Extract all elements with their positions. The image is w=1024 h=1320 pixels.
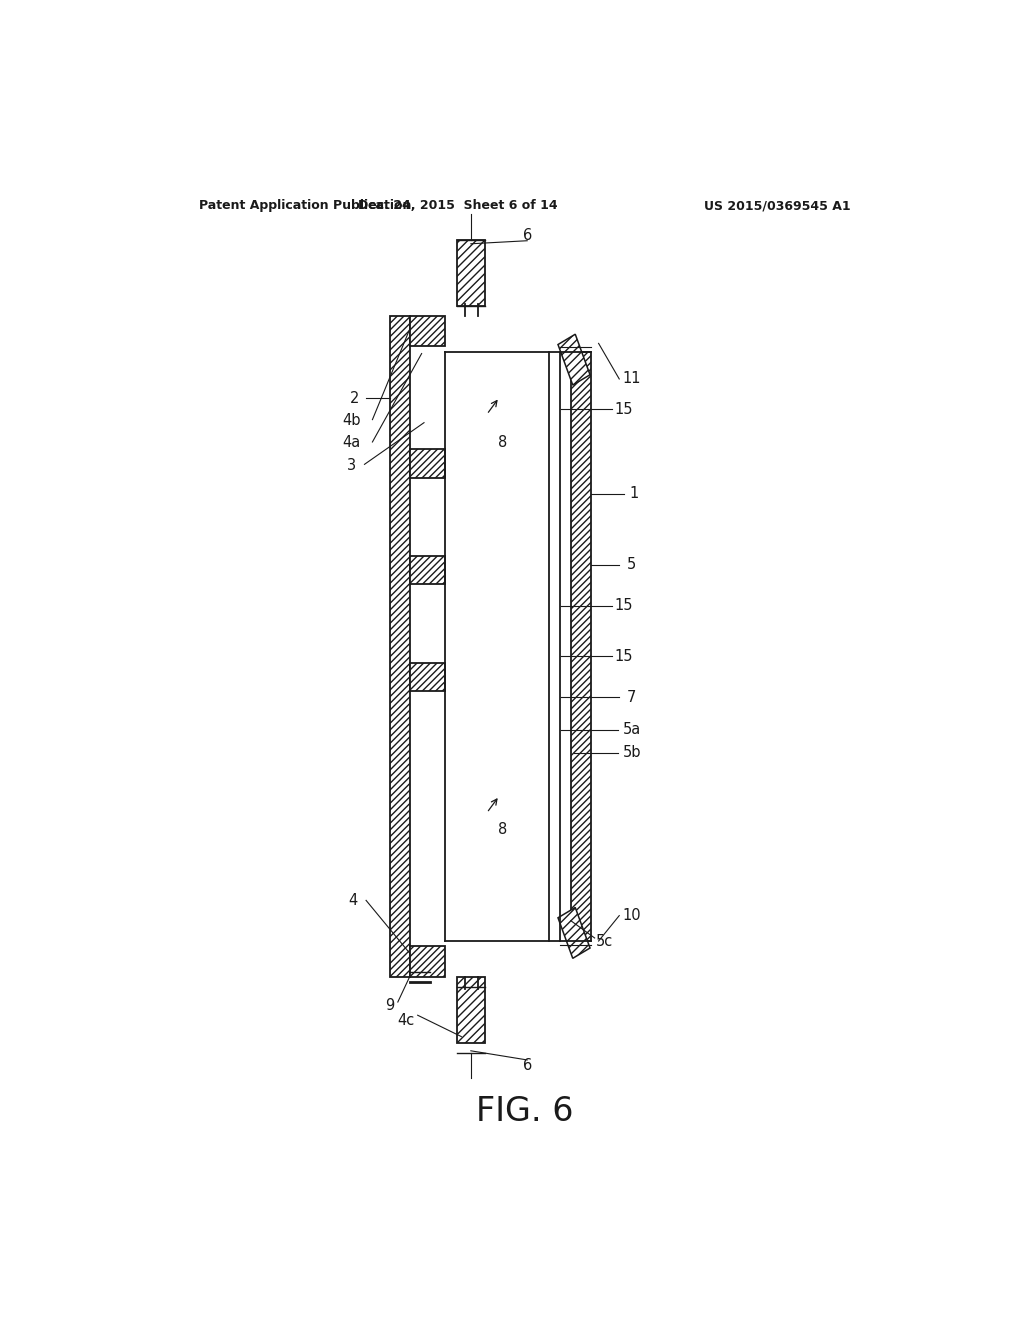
Text: 6: 6 xyxy=(522,1057,531,1073)
Bar xyxy=(410,946,445,977)
Text: 5a: 5a xyxy=(623,722,641,737)
Text: 3: 3 xyxy=(347,458,356,473)
Text: 15: 15 xyxy=(614,649,633,664)
Text: 4c: 4c xyxy=(397,1012,415,1028)
Text: 2: 2 xyxy=(349,391,358,405)
Text: 1: 1 xyxy=(630,486,639,502)
Text: US 2015/0369545 A1: US 2015/0369545 A1 xyxy=(703,199,850,213)
Text: 8: 8 xyxy=(498,822,507,837)
Bar xyxy=(410,556,445,585)
Bar xyxy=(458,977,485,1043)
Polygon shape xyxy=(558,907,590,958)
Text: 15: 15 xyxy=(614,598,633,612)
Bar xyxy=(458,240,485,306)
Text: 10: 10 xyxy=(623,908,641,923)
Text: 15: 15 xyxy=(614,403,633,417)
Bar xyxy=(390,315,410,977)
Text: FIG. 6: FIG. 6 xyxy=(476,1096,573,1129)
Text: 5c: 5c xyxy=(596,933,612,949)
Text: Patent Application Publication: Patent Application Publication xyxy=(200,199,412,213)
Bar xyxy=(410,663,445,690)
Polygon shape xyxy=(558,334,590,385)
Text: 4: 4 xyxy=(348,892,357,908)
Text: 9: 9 xyxy=(385,998,394,1012)
Text: 8: 8 xyxy=(498,436,507,450)
Text: 4b: 4b xyxy=(343,413,361,428)
Text: 5b: 5b xyxy=(623,746,641,760)
Text: 11: 11 xyxy=(623,371,641,387)
Text: 7: 7 xyxy=(628,689,637,705)
Text: 4a: 4a xyxy=(343,436,360,450)
Text: 5: 5 xyxy=(628,557,637,573)
Bar xyxy=(570,351,591,941)
Bar xyxy=(410,315,445,346)
Text: 6: 6 xyxy=(522,228,531,243)
Bar xyxy=(410,449,445,478)
Text: Dec. 24, 2015  Sheet 6 of 14: Dec. 24, 2015 Sheet 6 of 14 xyxy=(357,199,557,213)
